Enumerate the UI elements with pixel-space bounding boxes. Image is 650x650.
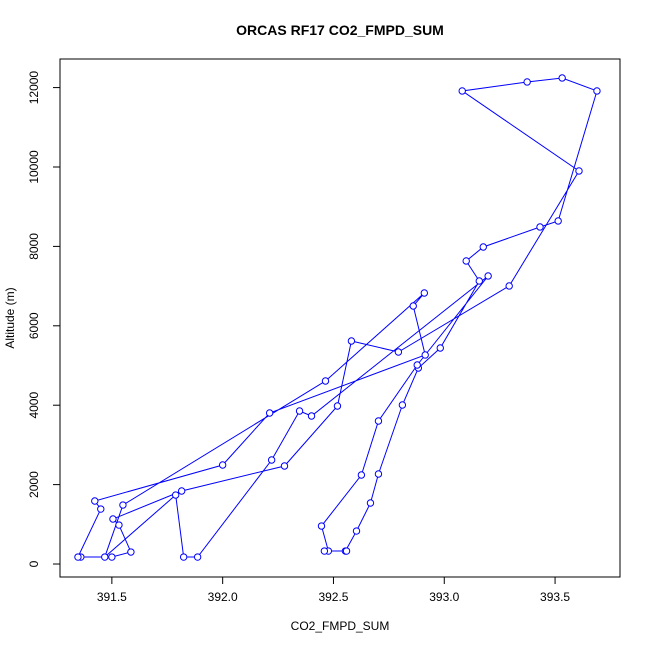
data-point [479, 243, 487, 251]
data-point [458, 87, 466, 95]
y-tick-label: 10000 [27, 150, 41, 184]
data-point [179, 553, 188, 561]
data-point [295, 407, 304, 415]
data-point [436, 344, 444, 352]
data-point [398, 401, 407, 409]
data-point [366, 499, 375, 507]
data-point [115, 521, 123, 529]
data-point [101, 553, 109, 561]
chart-title: ORCAS RF17 CO2_FMPD_SUM [236, 22, 444, 38]
data-point [558, 74, 566, 82]
data-point [108, 553, 116, 561]
data-point [352, 527, 361, 535]
x-tick-label: 393.0 [429, 590, 459, 604]
x-tick-label: 393.5 [540, 590, 570, 604]
data-point [374, 417, 383, 425]
data-point [265, 409, 274, 417]
data-point [333, 402, 342, 410]
x-tick-label: 392.0 [208, 590, 238, 604]
data-point [413, 361, 421, 369]
y-tick-label: 8000 [27, 233, 41, 260]
data-point [420, 289, 429, 297]
data-point [357, 471, 366, 479]
data-point [193, 553, 202, 561]
plot-frame [59, 58, 621, 578]
y-tick-label: 0 [27, 560, 41, 567]
data-point [317, 522, 326, 530]
y-tick-label: 2000 [27, 471, 41, 498]
data-point [218, 461, 227, 469]
data-point [321, 377, 330, 385]
data-point [575, 167, 583, 175]
data-point [307, 412, 316, 420]
x-axis-label: CO2_FMPD_SUM [291, 619, 390, 633]
y-tick-label: 6000 [27, 312, 41, 339]
data-point [475, 277, 483, 285]
data-point [421, 351, 429, 359]
data-point [342, 547, 351, 555]
x-tick-label: 391.5 [97, 590, 127, 604]
data-point [462, 257, 470, 265]
data-point [347, 337, 356, 345]
data-point [409, 302, 417, 310]
data-point [97, 505, 105, 513]
data-point [177, 487, 186, 495]
data-line [77, 77, 598, 559]
data-point [109, 515, 117, 523]
data-point [523, 78, 531, 86]
data-point [505, 282, 513, 290]
data-point [119, 501, 127, 509]
data-point [484, 272, 492, 280]
data-point [267, 456, 276, 464]
data-point [91, 497, 99, 505]
data-point [127, 548, 135, 556]
data-point [593, 87, 601, 95]
data-point [554, 217, 562, 225]
data-point [280, 462, 289, 470]
y-tick-label: 12000 [27, 71, 41, 105]
data-point [374, 470, 383, 478]
data-point [320, 547, 329, 555]
y-axis-label: Altitude (m) [3, 287, 17, 348]
data-point [74, 553, 82, 561]
data-point [536, 223, 544, 231]
y-tick-label: 4000 [27, 392, 41, 419]
data-point [394, 348, 403, 356]
data-point [171, 491, 180, 499]
x-tick-label: 392.5 [318, 590, 348, 604]
